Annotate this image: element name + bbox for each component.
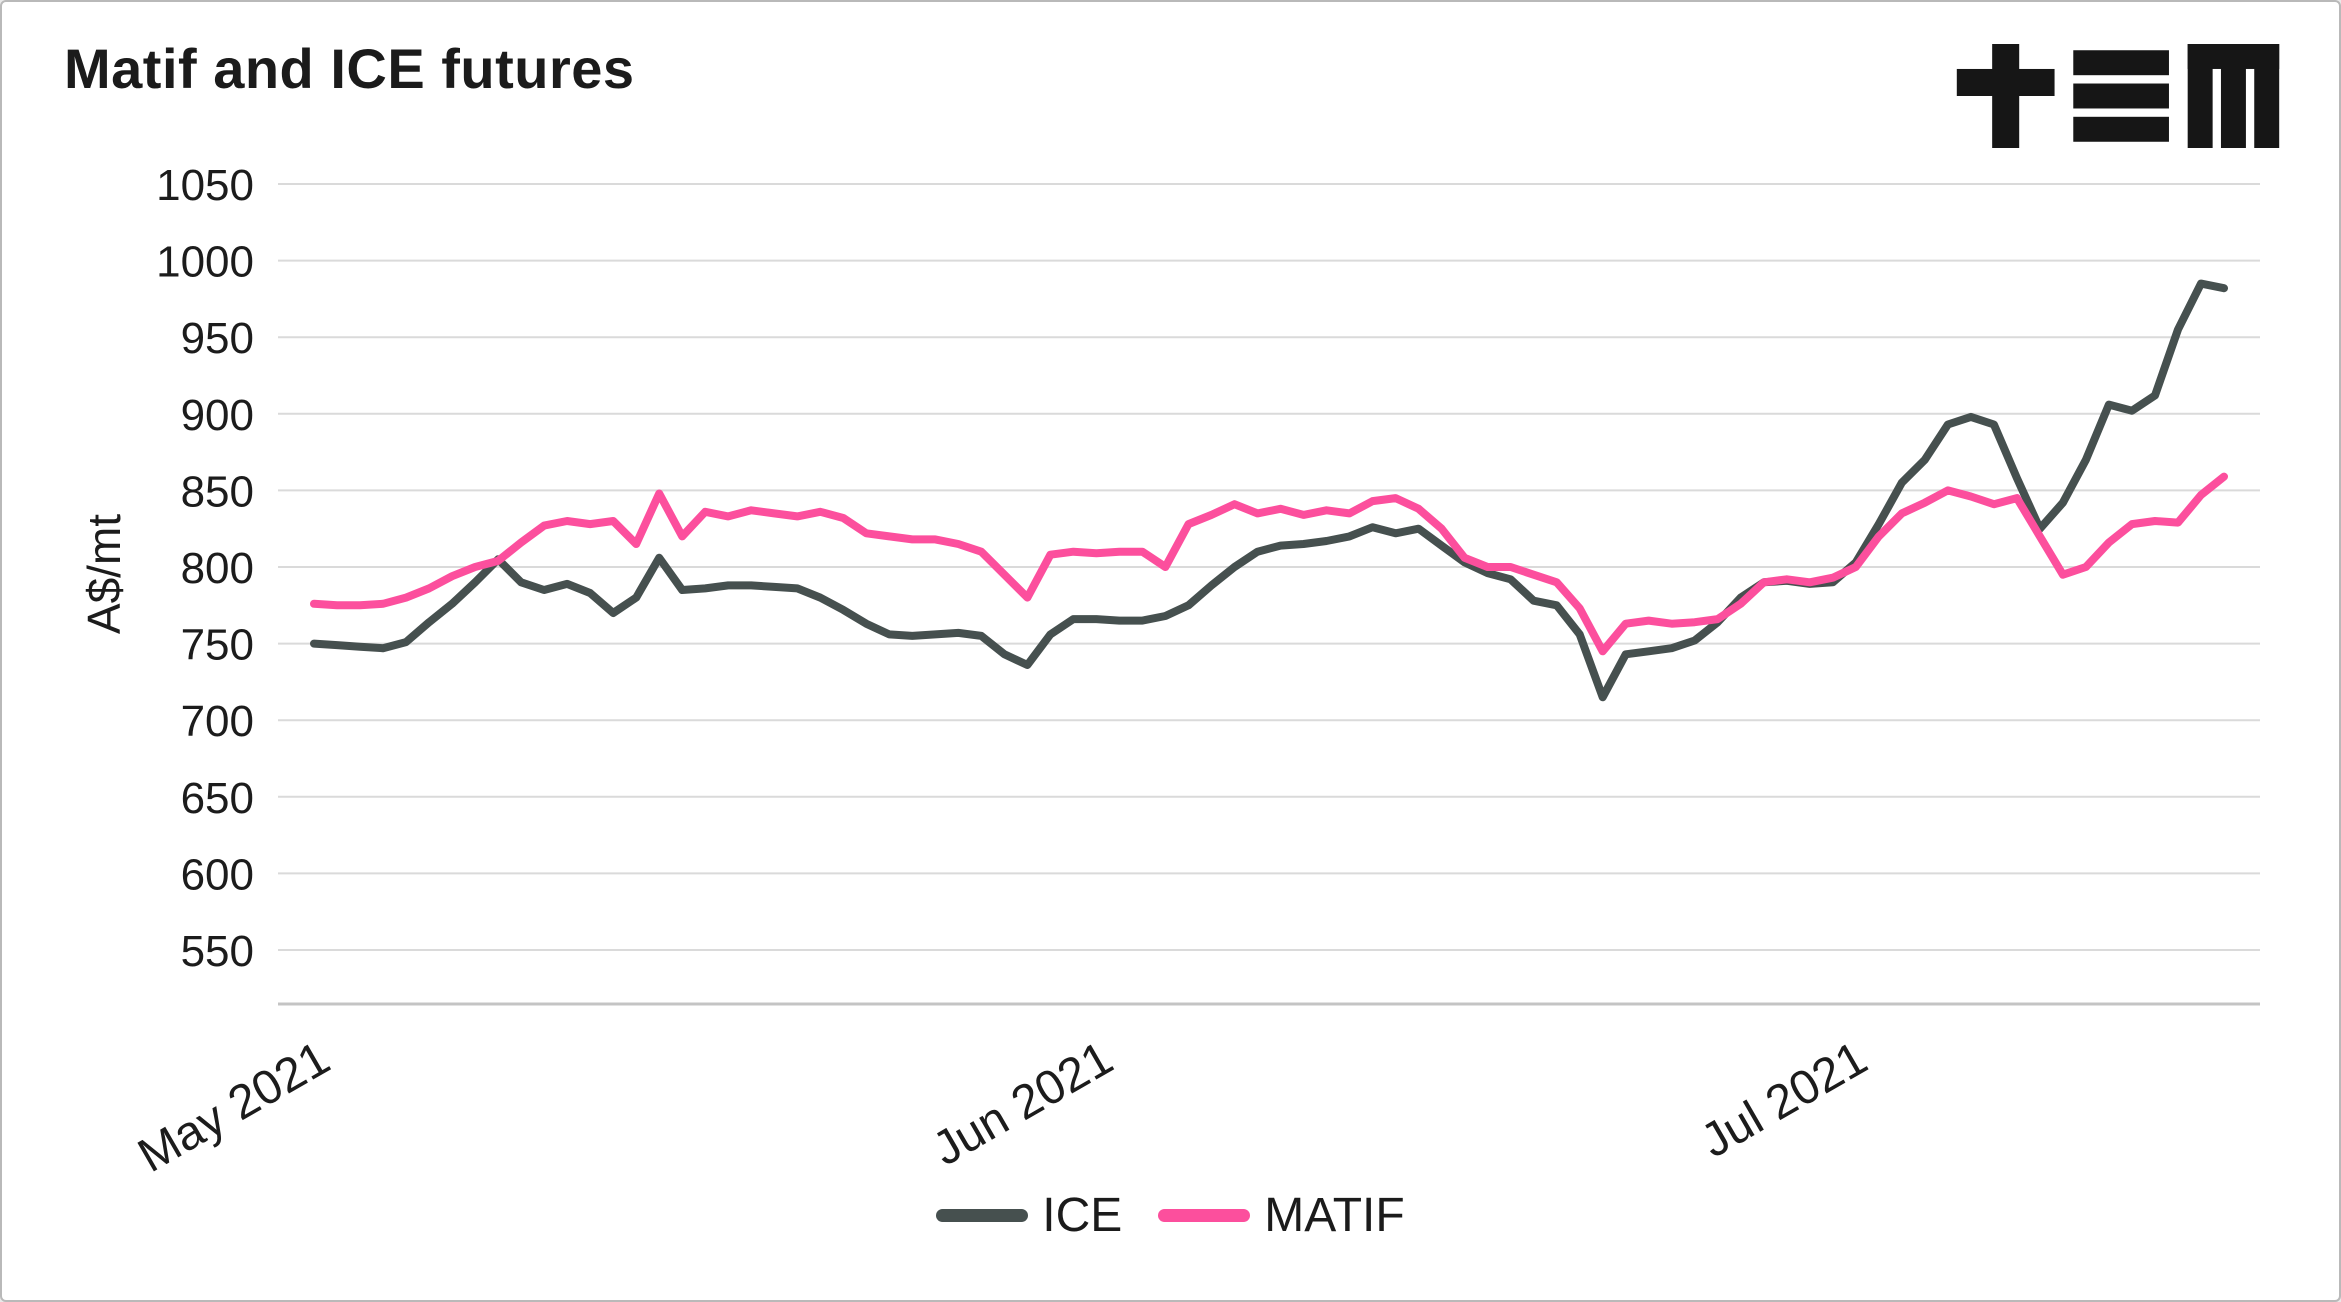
logo-bar-middle [2073, 83, 2169, 109]
y-tick-label: 950 [181, 314, 254, 363]
y-tick-label: 600 [181, 850, 254, 899]
legend-label-matif: MATIF [1264, 1189, 1405, 1242]
y-tick-label: 750 [181, 621, 254, 670]
x-tick-label: May 2021 [130, 1032, 339, 1183]
y-tick-label: 800 [181, 544, 254, 593]
legend-label-ice: ICE [1042, 1189, 1123, 1242]
y-tick-label: 1000 [156, 238, 254, 287]
logo-m-right [2254, 44, 2280, 148]
logo-plus-horizontal [1956, 68, 2055, 96]
logo-m-center [2220, 44, 2246, 148]
y-tick-label: 900 [181, 391, 254, 440]
logo-m-left [2187, 44, 2213, 148]
logo-bar-bottom [2073, 116, 2169, 142]
x-tick-label: Jun 2021 [924, 1032, 1122, 1177]
ice-line-swatch [936, 1209, 1029, 1222]
y-tick-label: 700 [181, 697, 254, 746]
y-tick-label: 1050 [156, 161, 254, 210]
matif-line-swatch [1158, 1209, 1251, 1222]
legend-item-ice: ICE [936, 1188, 1122, 1243]
x-tick-label: Jul 2021 [1692, 1032, 1876, 1169]
legend-item-matif: MATIF [1158, 1188, 1405, 1243]
logo-bar-top [2073, 50, 2169, 76]
y-tick-label: 850 [181, 467, 254, 516]
chart-legend: ICE MATIF [2, 1188, 2339, 1243]
series-line-ice [310, 279, 2228, 702]
y-tick-label: 550 [181, 927, 254, 976]
chart-title: Matif and ICE futures [64, 37, 635, 100]
series-line-matif [310, 472, 2228, 656]
tem-logo [1956, 44, 2280, 148]
y-tick-label: 650 [181, 774, 254, 823]
